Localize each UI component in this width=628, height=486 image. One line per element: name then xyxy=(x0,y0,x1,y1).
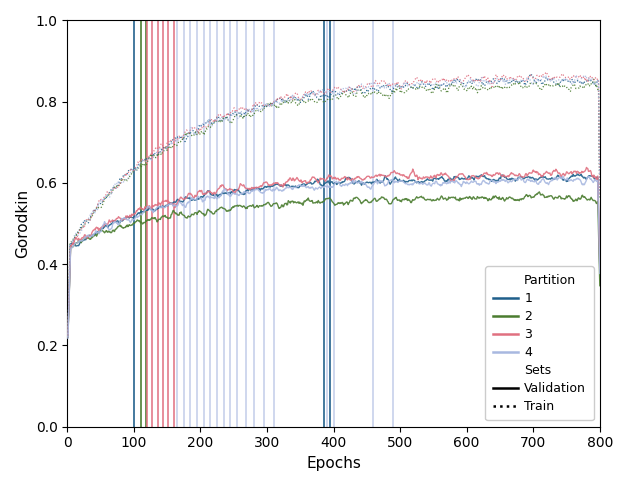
Y-axis label: Gorodkin: Gorodkin xyxy=(15,189,30,258)
Legend: Partition, 1, 2, 3, 4, Sets, Validation, Train: Partition, 1, 2, 3, 4, Sets, Validation,… xyxy=(485,266,593,420)
X-axis label: Epochs: Epochs xyxy=(306,456,361,471)
